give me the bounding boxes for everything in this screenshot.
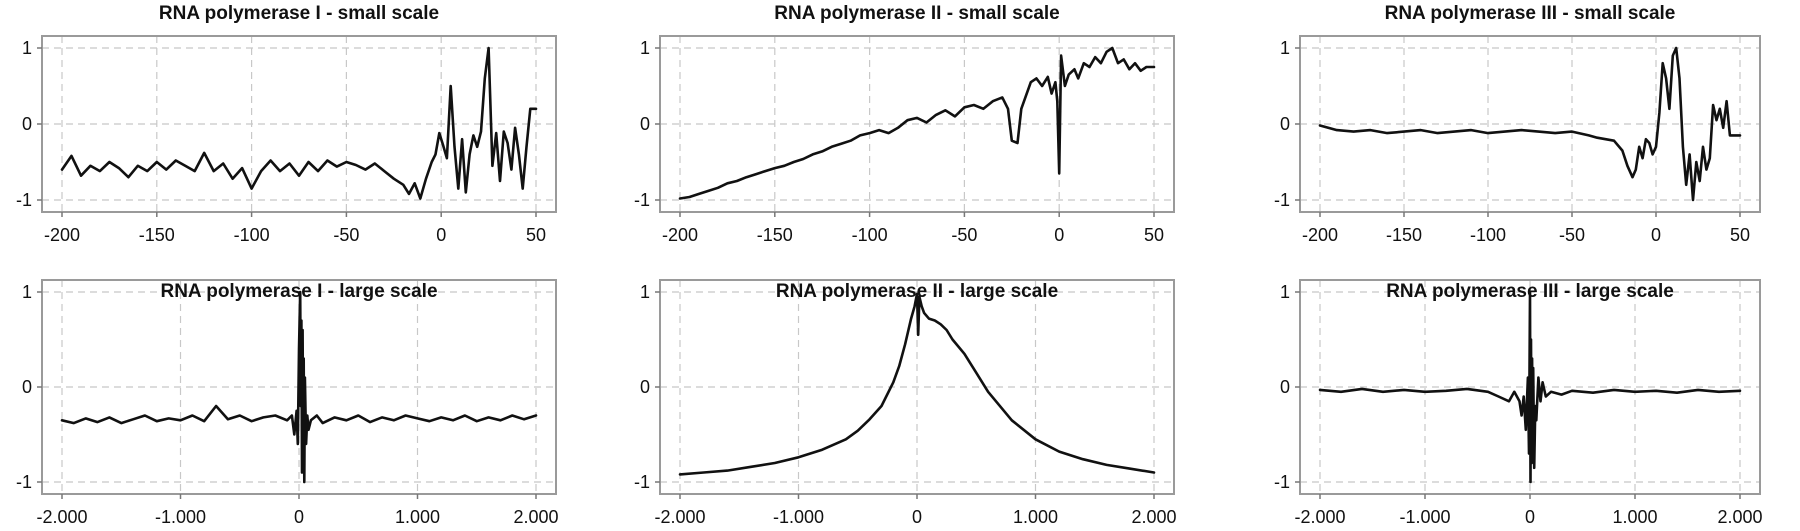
y-tick-label: 1 <box>640 38 650 58</box>
x-tick-label: 2.000 <box>1717 507 1762 527</box>
chart-panel-5: -2.000 -1.000 0 1.000 2.000 -1 0 1 RNA polymeras… <box>634 279 1177 527</box>
y-tick-label: 0 <box>1280 377 1290 397</box>
chart-title: RNA polymerase II - large scale <box>776 281 1058 302</box>
x-tick-label: -50 <box>951 225 977 245</box>
x-tick-label: -1.000 <box>155 507 206 527</box>
x-tick-label: 0 <box>436 225 446 245</box>
y-tick-label: 1 <box>1280 282 1290 302</box>
x-tick-label: 0 <box>294 507 304 527</box>
chart-panel-3: -200 -150 -100 -50 0 50 -1 0 1 RNA polymerase III… <box>1274 3 1761 245</box>
y-tick-label: 0 <box>640 377 650 397</box>
x-tick-label: 50 <box>1144 225 1164 245</box>
chart-title: RNA polymerase I - small scale <box>159 3 439 24</box>
x-tick-label: -1.000 <box>1399 507 1450 527</box>
series-line <box>678 292 1156 476</box>
x-tick-label: -50 <box>1559 225 1585 245</box>
y-tick-label: 1 <box>22 38 32 58</box>
y-tick-label: 0 <box>22 377 32 397</box>
y-tick-label: -1 <box>16 190 32 210</box>
series-line <box>678 46 1156 200</box>
x-tick-label: -150 <box>1386 225 1422 245</box>
chart-title: RNA polymerase III - small scale <box>1385 3 1676 24</box>
chart-title: RNA polymerase II - small scale <box>774 3 1059 24</box>
series-line <box>60 46 538 200</box>
x-tick-label: 1.000 <box>1013 507 1058 527</box>
x-tick-label: -200 <box>1302 225 1338 245</box>
x-tick-label: -2.000 <box>654 507 705 527</box>
chart-panel-2: -200 -150 -100 -50 0 50 -1 0 1 RNA polymerase II … <box>634 3 1175 245</box>
y-tick-label: 0 <box>22 114 32 134</box>
y-tick-label: -1 <box>16 472 32 492</box>
x-tick-label: 2.000 <box>1131 507 1176 527</box>
x-tick-label: -150 <box>139 225 175 245</box>
chart-panel-1: -200 -150 -100 -50 0 50 -1 0 1 RNA polymerase I -… <box>16 3 557 245</box>
y-tick-label: 1 <box>22 282 32 302</box>
chart-panel-6: -2.000 -1.000 0 1.000 2.000-101 RNA polymeras… <box>1274 279 1763 527</box>
x-tick-label: -150 <box>757 225 793 245</box>
y-tick-label: 1 <box>1280 38 1290 58</box>
x-tick-label: 1.000 <box>1612 507 1657 527</box>
x-tick-label: -100 <box>1470 225 1506 245</box>
x-tick-label: 50 <box>526 225 546 245</box>
x-tick-label: 50 <box>1730 225 1750 245</box>
series-line <box>60 290 538 484</box>
y-tick-label: -1 <box>1274 190 1290 210</box>
y-tick-label: 0 <box>640 114 650 134</box>
chart-panel-4: -2.000 -1.000 0 1.000 2.000-101 RNA polymeras… <box>16 279 559 527</box>
series-line <box>1318 290 1742 484</box>
x-tick-label: -100 <box>234 225 270 245</box>
x-tick-label: 0 <box>1651 225 1661 245</box>
x-tick-label: 0 <box>1525 507 1535 527</box>
y-tick-label: 0 <box>1280 114 1290 134</box>
y-tick-label: -1 <box>634 190 650 210</box>
x-tick-label: 0 <box>1054 225 1064 245</box>
x-tick-label: -1.000 <box>773 507 824 527</box>
y-tick-label: 1 <box>640 282 650 302</box>
y-tick-label: -1 <box>634 472 650 492</box>
x-tick-label: -50 <box>333 225 359 245</box>
x-tick-label: -200 <box>44 225 80 245</box>
x-tick-label: 2.000 <box>513 507 558 527</box>
y-tick-label: -1 <box>1274 472 1290 492</box>
x-tick-label: -2.000 <box>1294 507 1345 527</box>
x-tick-label: 0 <box>912 507 922 527</box>
x-tick-label: -200 <box>662 225 698 245</box>
x-tick-label: -100 <box>852 225 888 245</box>
x-tick-label: -2.000 <box>36 507 87 527</box>
x-tick-label: 1.000 <box>395 507 440 527</box>
series-line <box>1318 46 1742 202</box>
